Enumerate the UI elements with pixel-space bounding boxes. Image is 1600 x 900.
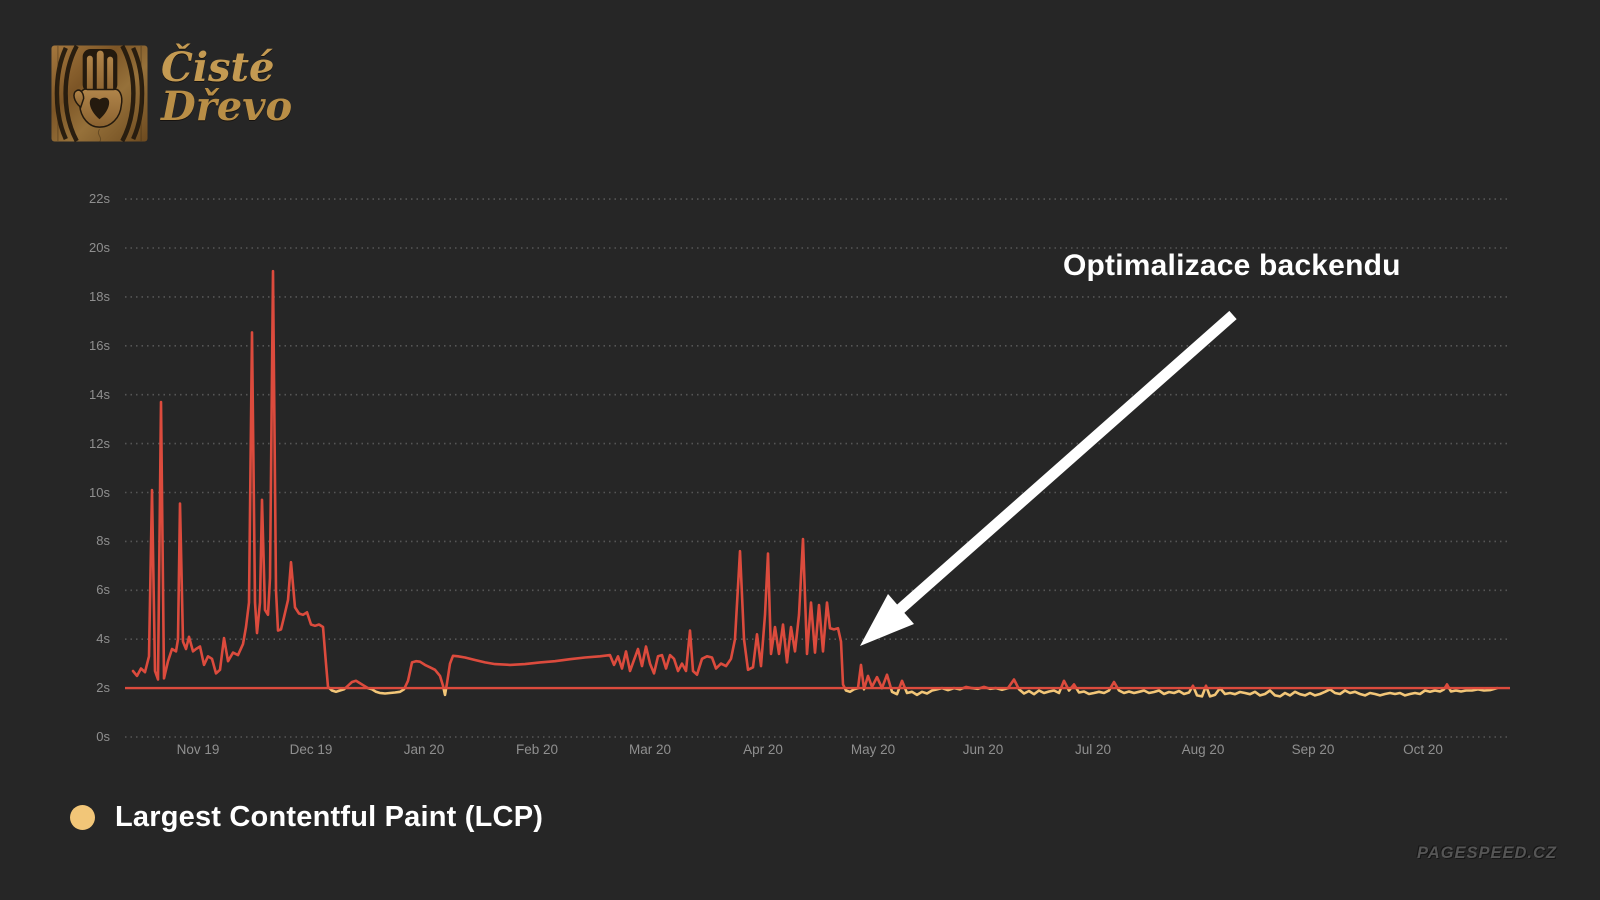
annotation-label: Optimalizace backendu xyxy=(1063,249,1401,282)
watermark-text: PAGESPEED.CZ xyxy=(1416,844,1557,862)
wood-hand-heart-logo-icon xyxy=(51,44,148,143)
lcp-series-line xyxy=(131,269,1499,689)
x-tick-label: Mar 20 xyxy=(628,742,672,757)
x-tick-label: Sep 20 xyxy=(1291,742,1335,757)
y-tick-label: 16s xyxy=(89,337,110,353)
lcp-series-line xyxy=(327,688,1499,698)
y-tick-label: 22s xyxy=(89,191,110,207)
x-tick-label: Apr 20 xyxy=(743,742,783,757)
x-tick-label: May 20 xyxy=(850,742,896,757)
y-tick-label: 12s xyxy=(89,435,110,451)
x-tick-label: Dec 19 xyxy=(289,742,333,757)
logo-wordmark: Čisté Dřevo xyxy=(161,44,293,131)
y-tick-label: 8s xyxy=(96,533,110,549)
logo-line1: Čisté xyxy=(161,44,275,91)
y-tick-label: 18s xyxy=(89,288,110,304)
y-tick-label: 2s xyxy=(96,680,110,696)
x-tick-label: Jan 20 xyxy=(403,742,445,757)
y-tick-label: 6s xyxy=(96,582,110,598)
logo-line2: Dřevo xyxy=(161,83,293,131)
x-tick-label: Oct 20 xyxy=(1403,742,1443,757)
legend-label: Largest Contentful Paint (LCP) xyxy=(115,800,544,833)
y-tick-label: 10s xyxy=(89,484,110,500)
x-tick-label: Aug 20 xyxy=(1181,742,1225,757)
y-tick-label: 14s xyxy=(89,386,110,402)
annotation-arrow xyxy=(860,310,1237,646)
chart-plot-area xyxy=(125,198,1510,738)
arrow-shaft-icon xyxy=(893,310,1237,617)
lcp-series-dot-icon xyxy=(70,804,95,830)
x-tick-label: Jun 20 xyxy=(962,742,1004,757)
y-tick-label: 20s xyxy=(89,240,110,255)
x-tick-label: Feb 20 xyxy=(515,742,559,757)
y-tick-label: 4s xyxy=(96,631,110,647)
x-tick-label: Nov 19 xyxy=(176,742,220,757)
legend: Largest Contentful Paint (LCP) xyxy=(70,797,543,837)
heart-icon xyxy=(89,97,110,120)
x-tick-label: Jul 20 xyxy=(1074,742,1112,757)
y-tick-label: 0s xyxy=(96,729,110,744)
logo: Čisté Dřevo xyxy=(50,44,292,143)
arrow-head-icon xyxy=(860,594,914,646)
